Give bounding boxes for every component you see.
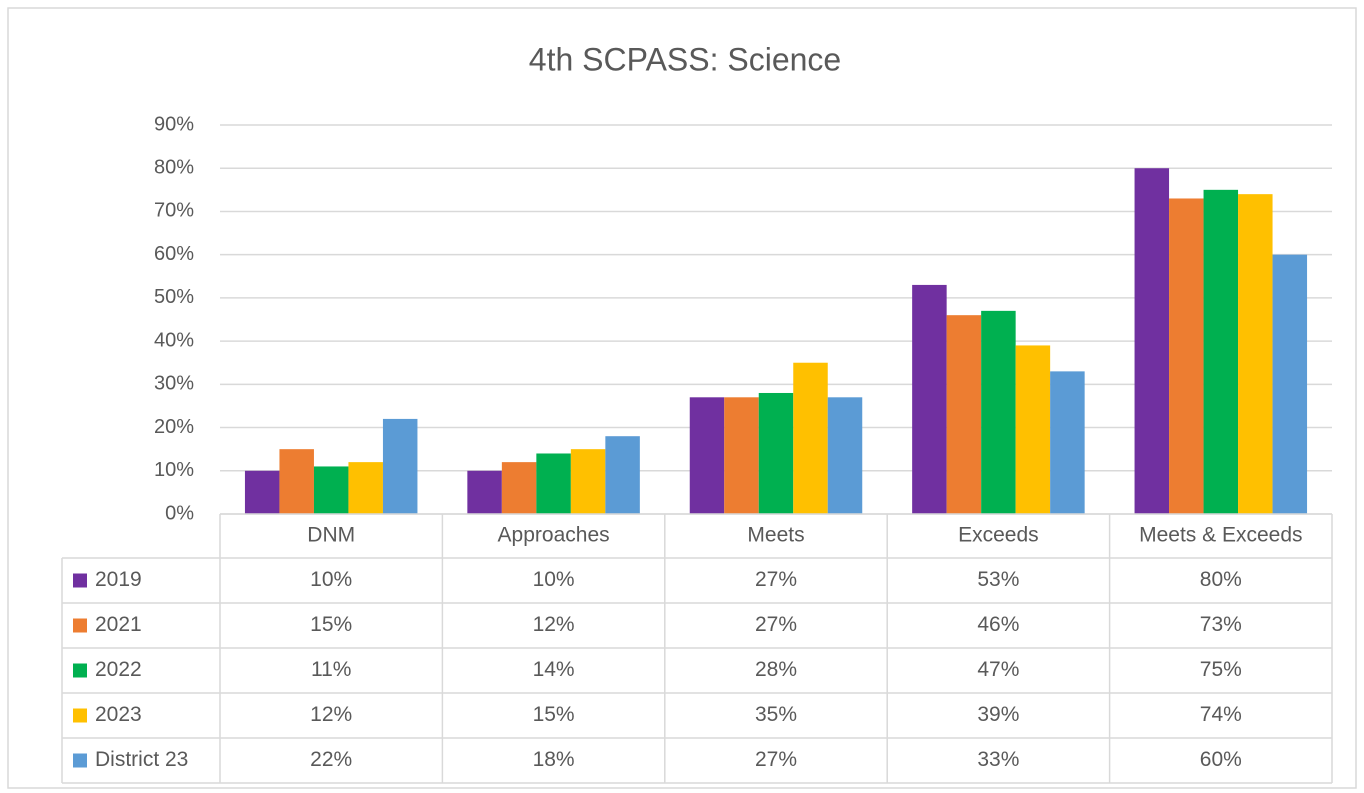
table-value: 12% xyxy=(533,613,575,636)
bar xyxy=(279,449,314,514)
bar xyxy=(570,449,606,514)
y-tick-label: 90% xyxy=(154,113,194,135)
bar xyxy=(1203,189,1239,515)
table-value: 10% xyxy=(533,568,575,591)
table-value: 35% xyxy=(755,703,797,726)
bar xyxy=(536,453,571,514)
table-value: 27% xyxy=(755,568,797,591)
table-value: 11% xyxy=(311,658,351,681)
bar xyxy=(912,284,947,514)
legend-label: 2022 xyxy=(95,658,142,681)
bar xyxy=(758,392,794,514)
bar xyxy=(1238,194,1273,514)
table-value: 46% xyxy=(977,613,1019,636)
bar xyxy=(1169,198,1204,514)
legend-label: 2019 xyxy=(95,568,142,591)
table-value: 22% xyxy=(310,748,352,771)
table-value: 60% xyxy=(1200,748,1242,771)
y-tick-label: 20% xyxy=(154,416,194,438)
bar xyxy=(981,310,1016,514)
legend-swatch xyxy=(73,753,87,768)
bar xyxy=(501,462,537,514)
legend-swatch xyxy=(73,708,87,723)
chart-frame xyxy=(7,7,1357,789)
bar xyxy=(313,466,349,514)
y-tick-label: 60% xyxy=(154,243,194,265)
x-tick-label: Meets & Exceeds xyxy=(1139,524,1302,547)
legend-label: District 23 xyxy=(95,748,188,771)
table-value: 12% xyxy=(310,703,352,726)
table-value: 27% xyxy=(755,613,797,636)
chart-title: 4th SCPASS: Science xyxy=(529,41,841,77)
table-value: 27% xyxy=(755,748,797,771)
table-value: 10% xyxy=(310,568,352,591)
y-tick-label: 30% xyxy=(154,373,194,395)
table-value: 18% xyxy=(533,748,575,771)
y-tick-label: 70% xyxy=(154,200,194,222)
legend-label: 2023 xyxy=(95,703,142,726)
table-value: 28% xyxy=(755,658,797,681)
table-value: 73% xyxy=(1200,613,1242,636)
legend-swatch xyxy=(73,663,87,678)
bar xyxy=(605,436,640,514)
table-value: 75% xyxy=(1200,658,1242,681)
y-tick-label: 40% xyxy=(154,329,194,351)
bar xyxy=(689,397,725,514)
bar xyxy=(1272,254,1308,514)
bar xyxy=(827,397,863,514)
bar xyxy=(1015,345,1051,514)
table-value: 15% xyxy=(533,703,575,726)
bar xyxy=(946,315,982,514)
bar xyxy=(244,470,280,514)
y-tick-label: 0% xyxy=(165,502,194,524)
x-tick-label: Exceeds xyxy=(958,524,1039,547)
y-tick-label: 10% xyxy=(154,459,194,481)
bar xyxy=(467,470,502,514)
legend-swatch xyxy=(73,618,87,633)
x-tick-label: Approaches xyxy=(498,524,610,547)
bar xyxy=(793,362,828,514)
table-value: 14% xyxy=(533,658,575,681)
legend-label: 2021 xyxy=(95,613,142,636)
table-value: 33% xyxy=(977,748,1019,771)
bar xyxy=(348,462,383,514)
y-tick-label: 50% xyxy=(154,286,194,308)
bar xyxy=(1134,168,1170,514)
table-value: 53% xyxy=(977,568,1019,591)
y-tick-label: 80% xyxy=(154,157,194,179)
table-value: 74% xyxy=(1200,703,1242,726)
legend-swatch xyxy=(73,573,87,588)
table-value: 47% xyxy=(977,658,1019,681)
table-value: 15% xyxy=(310,613,352,636)
bar xyxy=(1050,371,1085,514)
x-tick-label: Meets xyxy=(747,524,804,547)
bar xyxy=(724,397,759,514)
x-tick-label: DNM xyxy=(307,524,355,547)
table-value: 80% xyxy=(1200,568,1242,591)
bar xyxy=(382,418,418,514)
table-value: 39% xyxy=(977,703,1019,726)
